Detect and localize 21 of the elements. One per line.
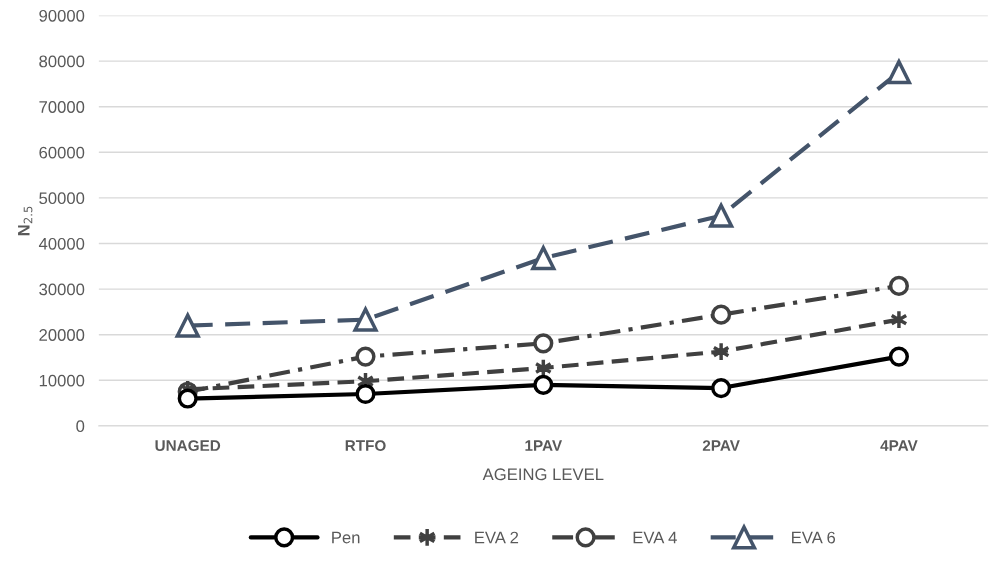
y-tick-label: 30000 (39, 283, 85, 296)
y-tick-label: 90000 (39, 9, 85, 22)
x-tick-label: UNAGED (155, 440, 221, 452)
y-tick-label: 50000 (39, 192, 85, 205)
x-tick-label: RTFO (345, 440, 386, 452)
y-tick-label: 20000 (39, 329, 85, 341)
y-tick-label: 60000 (39, 146, 85, 159)
y-tick-label: 0 (76, 420, 85, 433)
legend-label: EVA 4 (633, 531, 677, 544)
x-axis-title: AGEING LEVEL (482, 468, 604, 481)
y-axis-title: N$_{2.5}$ (18, 206, 33, 236)
legend-label: EVA 6 (792, 531, 836, 544)
x-tick-label: 1PAV (525, 440, 563, 451)
y-tick-label: 40000 (38, 237, 85, 250)
y-tick-label: 70000 (39, 101, 85, 113)
legend-label: Pen (332, 531, 360, 544)
legend-label: EVA 2 (475, 531, 519, 544)
x-tick-label: 2PAV (702, 440, 740, 451)
y-tick-label: 10000 (39, 374, 85, 387)
y-tick-label: 80000 (39, 55, 85, 68)
x-tick-label: 4PAV (880, 440, 918, 451)
